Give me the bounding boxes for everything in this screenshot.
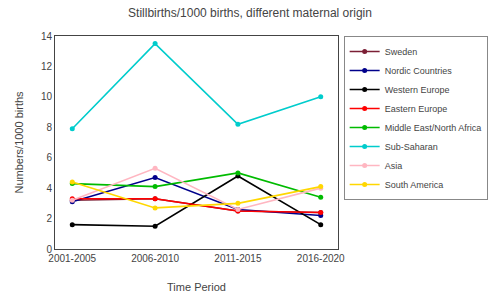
svg-text:Stillbirths/1000 births, diffe: Stillbirths/1000 births, different mater… [128, 6, 372, 20]
svg-text:Sub-Saharan: Sub-Saharan [385, 142, 438, 152]
svg-text:2006-2010: 2006-2010 [131, 253, 179, 264]
svg-text:0: 0 [46, 244, 52, 255]
svg-text:Nordic Countries: Nordic Countries [385, 66, 453, 76]
svg-text:14: 14 [41, 31, 53, 42]
svg-text:Middle East/North Africa: Middle East/North Africa [385, 123, 482, 133]
svg-text:2001-2005: 2001-2005 [48, 253, 96, 264]
svg-text:6: 6 [46, 152, 52, 163]
svg-text:Sweden: Sweden [385, 47, 418, 57]
svg-text:8: 8 [46, 122, 52, 133]
svg-text:Asia: Asia [385, 161, 403, 171]
svg-text:Eastern Europe: Eastern Europe [385, 104, 448, 114]
svg-text:10: 10 [41, 91, 53, 102]
svg-text:2016-2020: 2016-2020 [297, 253, 345, 264]
svg-text:South America: South America [385, 180, 444, 190]
svg-text:12: 12 [41, 61, 53, 72]
svg-text:Time Period: Time Period [167, 281, 226, 293]
svg-text:4: 4 [46, 183, 52, 194]
svg-text:Western Europe: Western Europe [385, 85, 450, 95]
svg-text:2: 2 [46, 213, 52, 224]
svg-text:2011-2015: 2011-2015 [214, 253, 262, 264]
svg-text:Numbers/1000 births: Numbers/1000 births [13, 91, 25, 194]
